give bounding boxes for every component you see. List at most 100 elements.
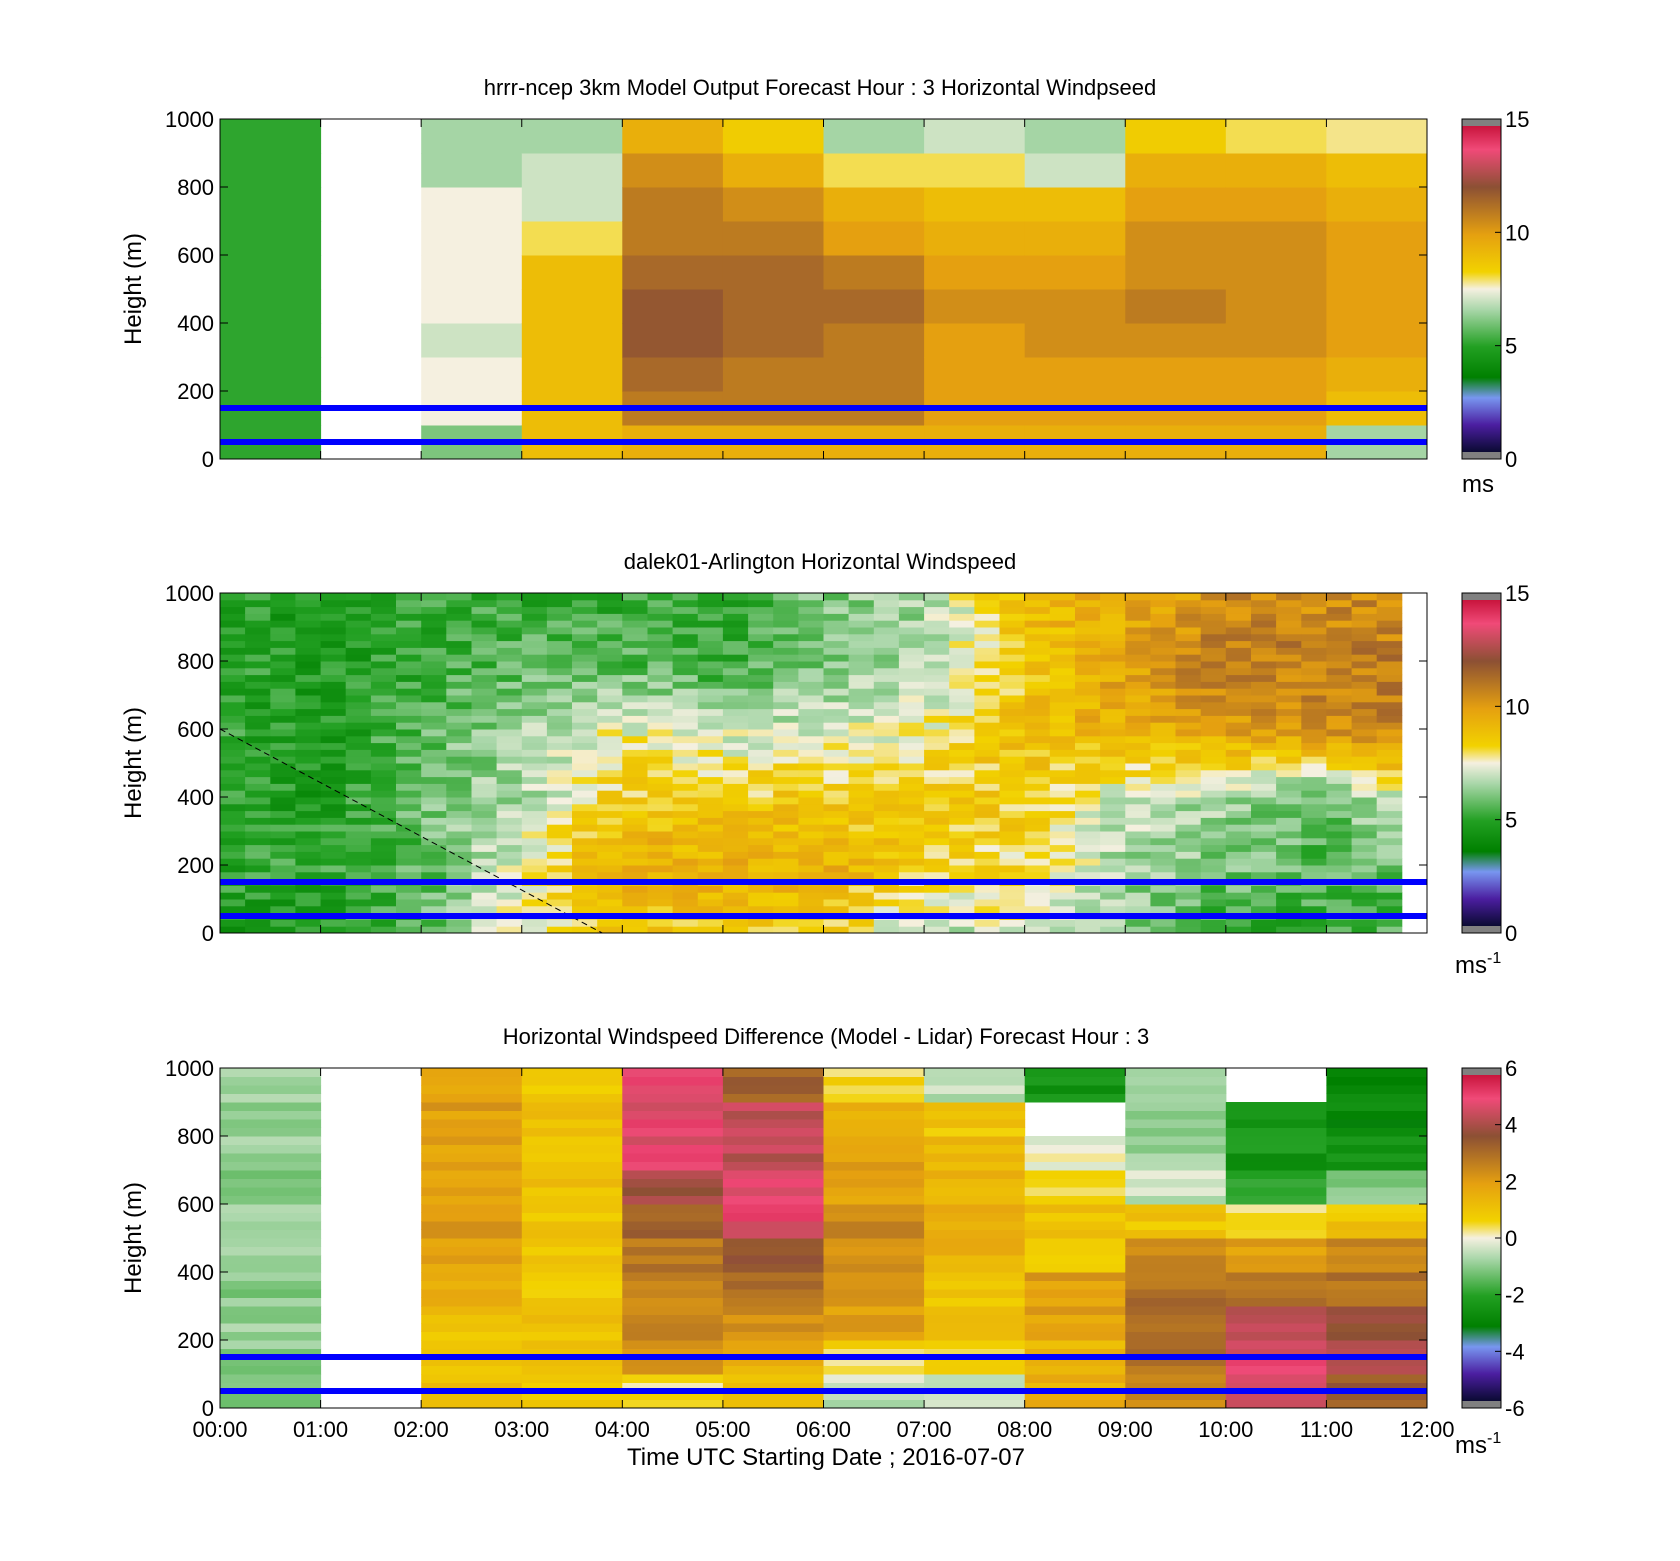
heatmap-cell [370,674,397,682]
heatmap-cell [245,742,271,750]
heatmap-cell [898,824,925,832]
heatmap-cell [622,674,648,682]
heatmap-cell [798,763,824,771]
heatmap-cell [370,790,397,798]
heatmap-cell [1200,708,1227,716]
heatmap-cell [270,742,296,750]
heatmap-cell [999,803,1026,812]
heatmap-cell [421,620,447,628]
heatmap-cell [697,722,724,730]
heatmap-cell [672,606,699,614]
heatmap-cell [1150,851,1176,859]
heatmap-cell [1326,357,1428,392]
heatmap-cell [1075,674,1101,682]
heatmap-cell [546,674,573,682]
heatmap-cell [572,735,598,744]
heatmap-cell [622,1323,724,1332]
heatmap-cell [848,776,875,784]
heatmap-cell [496,654,523,662]
heatmap-cell [597,627,623,635]
heatmap-cell [1100,708,1126,716]
heatmap-cell [1075,661,1101,669]
heatmap-cell [220,919,246,927]
heatmap-cell [1301,593,1327,601]
heatmap-cell [295,885,321,893]
heatmap-cell [773,769,799,778]
heatmap-cell [1251,599,1277,608]
heatmap-cell [1075,749,1101,757]
heatmap-cell [1100,837,1126,846]
heatmap-cell [270,620,296,628]
heatmap-cell [1024,221,1126,256]
heatmap-cell [270,865,296,873]
heatmap-cell [471,715,498,723]
heatmap-cell [722,1127,824,1137]
heatmap-cell [798,681,824,689]
y-tick-label: 800 [177,649,214,674]
heatmap-cell [220,810,246,818]
heatmap-cell [421,1076,523,1086]
heatmap-cell [924,810,950,818]
heatmap-cell [1024,1348,1126,1358]
heatmap-cell [1125,1374,1227,1383]
heatmap-cell [773,695,799,703]
heatmap-cell [974,885,1000,893]
heatmap-cell [672,844,699,852]
heatmap-cell [572,810,598,818]
heatmap-cell [1125,905,1151,914]
heatmap-cell [672,763,699,771]
heatmap-cell [722,905,749,914]
heatmap-cell [1049,708,1076,716]
heatmap-cell [1125,1331,1227,1341]
heatmap-cell [345,742,372,750]
heatmap-cell [421,1272,523,1281]
heatmap-cell [924,871,950,880]
heatmap-cell [521,803,548,812]
heatmap-cell [722,1399,824,1409]
heatmap-cell [1326,1365,1428,1375]
heatmap-cell [773,837,799,846]
heatmap-cell [421,858,447,866]
heatmap-cell [798,708,824,716]
heatmap-cell [1225,593,1252,601]
heatmap-cell [773,701,799,710]
heatmap-cell [320,824,347,832]
heatmap-cell [1200,769,1227,778]
panel-3-title: Horizontal Windspeed Difference (Model -… [503,1024,1149,1049]
heatmap-cell [1376,776,1403,784]
heatmap-cell [898,803,925,812]
heatmap-cell [396,627,422,635]
heatmap-cell [823,187,925,222]
heatmap-cell [1351,606,1378,614]
heatmap-cell [1100,620,1126,628]
heatmap-cell [1225,797,1252,805]
heatmap-cell [622,633,648,642]
heatmap-cell [722,221,824,256]
heatmap-cell [245,824,271,832]
heatmap-cell [320,613,347,621]
heatmap-cell [1125,1246,1227,1256]
heatmap-cell [597,871,623,880]
heatmap-cell [396,681,422,689]
heatmap-cell [873,640,900,648]
heatmap-cell [1326,837,1352,846]
heatmap-cell [1125,1076,1227,1086]
heatmap-cell [1225,810,1252,818]
heatmap-cell [773,885,799,893]
heatmap-cell [974,647,1000,655]
heatmap-cell [396,824,422,832]
heatmap-cell [345,776,372,784]
heatmap-cell [697,606,724,614]
heatmap-cell [1276,593,1302,601]
heatmap-cell [622,1365,724,1375]
heatmap-cell [1150,688,1176,696]
heatmap-cell [1276,722,1302,730]
heatmap-cell [1200,871,1227,880]
heatmap-cell [396,769,422,778]
heatmap-cell [396,776,422,784]
heatmap-cell [823,1076,925,1086]
heatmap-cell [421,763,447,771]
heatmap-cell [1251,613,1277,621]
heatmap-cell [345,606,372,614]
heatmap-cell [1225,1119,1327,1128]
